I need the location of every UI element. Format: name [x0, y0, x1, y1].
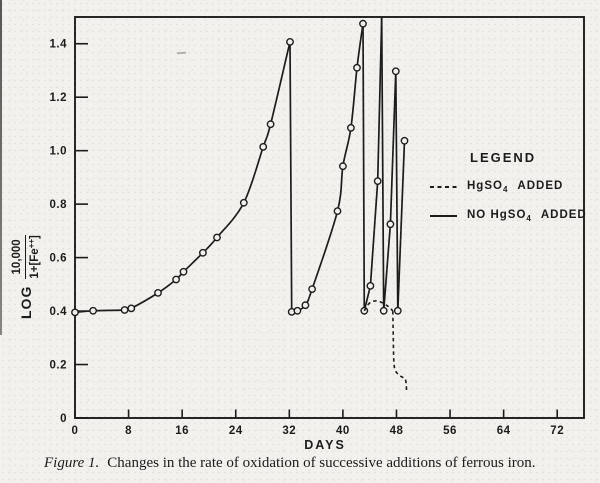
- x-tick-label: 72: [550, 425, 564, 437]
- hgso4-subscript: 4: [502, 185, 509, 194]
- data-point-marker: [286, 38, 294, 46]
- legend: LEGEND HgSO4 ADDED NO HgSO4 ADDED: [430, 150, 590, 223]
- fraction-denominator: 1+[Fe++]: [27, 235, 42, 279]
- series-dashed-segment: [392, 311, 408, 391]
- x-tick-label: 32: [282, 425, 296, 437]
- fraction-numerator: 10,000: [10, 235, 27, 279]
- x-tick-label: 64: [497, 425, 511, 437]
- x-tick-label: 8: [125, 425, 132, 437]
- data-point-marker: [393, 306, 402, 315]
- y-tick-label: 1.4: [50, 39, 68, 51]
- y-axis-title-log: LOG: [18, 285, 35, 319]
- data-point-marker: [266, 120, 275, 129]
- data-point-marker: [127, 304, 136, 313]
- legend-entry-no-hgso4-added: NO HgSO4 ADDED: [430, 209, 590, 223]
- data-point-marker: [391, 67, 400, 76]
- y-tick-label: 0.8: [50, 199, 68, 211]
- series-solid-segment: [380, 17, 385, 311]
- data-point-marker: [308, 285, 316, 293]
- legend-title: LEGEND: [470, 150, 537, 165]
- solid-line-sample: [430, 215, 457, 217]
- legend-entry-label: HgSO4 ADDED: [467, 180, 564, 194]
- data-point-marker: [172, 275, 181, 284]
- series-solid-segment: [382, 71, 397, 311]
- y-tick-label: 0.2: [50, 360, 68, 372]
- data-point-marker: [154, 288, 162, 297]
- data-point-marker: [353, 63, 361, 72]
- data-point-marker: [120, 306, 129, 314]
- data-point-marker: [338, 162, 347, 171]
- data-point-marker: [213, 233, 221, 242]
- plot-border: [74, 16, 585, 419]
- legend-entry-label: NO HgSO4 ADDED: [467, 209, 587, 223]
- data-point-marker: [89, 306, 98, 315]
- data-point-marker: [301, 301, 310, 310]
- y-tick-label: 1.0: [50, 146, 68, 158]
- x-tick-label: 24: [229, 425, 243, 437]
- y-tick-label: 0: [60, 413, 67, 425]
- y-tick-label: 0.6: [50, 253, 68, 265]
- data-point-marker: [198, 248, 207, 257]
- data-point-marker: [346, 124, 355, 132]
- dashed-line-sample: [430, 186, 457, 188]
- y-tick-label: 1.2: [50, 92, 68, 104]
- x-tick-label: 40: [336, 425, 350, 437]
- hgso4-subscript: 4: [526, 214, 532, 223]
- figure-caption-text: Changes in the rate of oxidation of succ…: [107, 455, 536, 471]
- figure-caption: Figure 1. Changes in the rate of oxidatio…: [44, 454, 574, 472]
- fe-charge-superscript: ++: [27, 238, 37, 249]
- series-solid-segment: [363, 17, 383, 312]
- series-solid-segment: [289, 41, 293, 312]
- data-point-marker: [293, 306, 302, 315]
- data-point-marker: [71, 308, 79, 317]
- y-axis-title: LOG 10,000 1+[Fe++]: [10, 235, 43, 319]
- x-tick-label: 0: [72, 425, 79, 437]
- scan-edge-artifact: [0, 0, 2, 335]
- data-point-marker: [373, 177, 382, 186]
- data-point-marker: [259, 142, 268, 151]
- data-point-marker: [239, 198, 248, 207]
- x-tick-label: 56: [443, 425, 457, 437]
- x-axis-title: DAYS: [304, 438, 346, 452]
- series-solid-segment: [362, 23, 366, 311]
- x-tick-label: 16: [175, 425, 189, 437]
- data-point-marker: [379, 306, 388, 315]
- series-dashed-segment: [363, 300, 394, 312]
- y-tick-label: 0.4: [50, 306, 68, 318]
- series-solid-segment: [394, 71, 399, 311]
- y-axis-title-fraction: 10,000 1+[Fe++]: [10, 235, 43, 279]
- data-point-marker: [333, 207, 342, 216]
- data-point-marker: [366, 281, 375, 290]
- x-tick-label: 48: [390, 425, 404, 437]
- data-point-marker: [179, 267, 188, 276]
- figure-caption-number: Figure 1.: [44, 455, 100, 471]
- series-solid-segment: [291, 23, 364, 313]
- series-solid-segment: [396, 140, 406, 311]
- data-point-marker: [386, 220, 395, 229]
- data-point-marker: [359, 19, 367, 28]
- legend-entry-hgso4-added: HgSO4 ADDED: [430, 180, 590, 194]
- data-point-marker: [400, 136, 409, 145]
